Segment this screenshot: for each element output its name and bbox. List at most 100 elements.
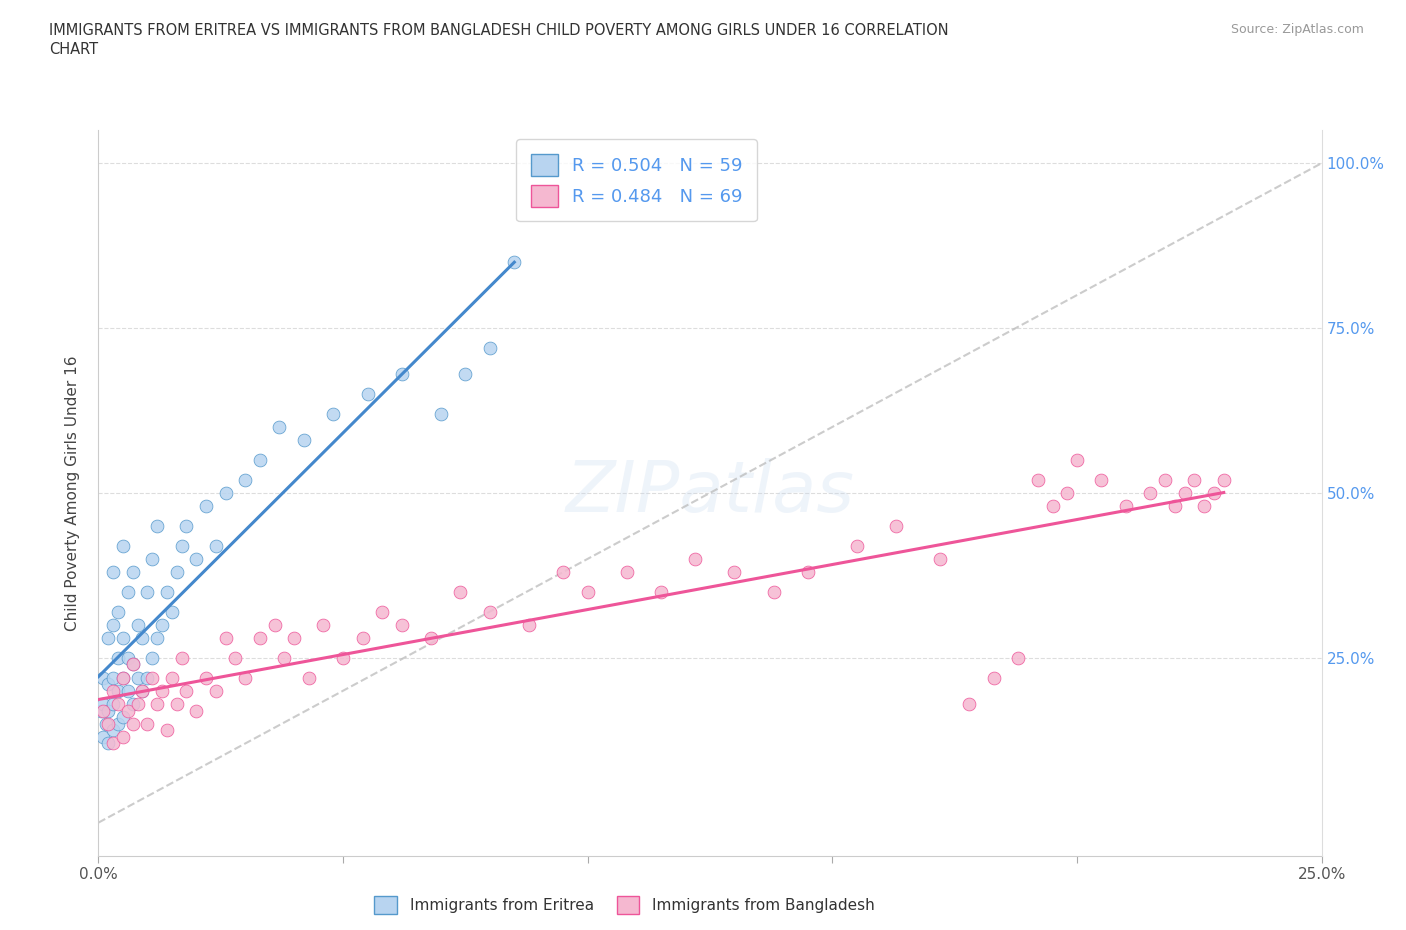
Point (233, 472, 256, 487)
Point (1202, 485, 1225, 500)
Point (929, 551, 952, 566)
Y-axis label: Child Poverty Among Girls Under 16: Child Poverty Among Girls Under 16 (65, 355, 80, 631)
Point (454, 366, 477, 381)
Point (195, 671, 218, 685)
Point (797, 565, 820, 579)
Point (141, 551, 163, 566)
Point (101, 618, 124, 632)
Point (136, 671, 159, 685)
Point (91, 697, 114, 711)
Point (107, 604, 129, 619)
Point (616, 565, 638, 579)
Text: ZIPatlas: ZIPatlas (565, 458, 855, 527)
Point (352, 631, 374, 645)
Point (117, 584, 139, 599)
Text: IMMIGRANTS FROM ERITREA VS IMMIGRANTS FROM BANGLADESH CHILD POVERTY AMONG GIRLS : IMMIGRANTS FROM ERITREA VS IMMIGRANTS FR… (49, 23, 949, 38)
Point (176, 518, 198, 533)
Point (391, 366, 413, 381)
Point (111, 671, 134, 685)
Point (146, 518, 169, 533)
Point (136, 584, 159, 599)
Point (186, 551, 208, 566)
Point (312, 618, 335, 632)
Point (1066, 453, 1088, 468)
Point (503, 255, 526, 270)
Point (170, 538, 193, 553)
Point (90, 703, 112, 718)
Point (156, 723, 179, 737)
Point (91, 671, 114, 685)
Point (111, 671, 134, 685)
Point (111, 710, 134, 724)
Point (685, 551, 707, 566)
Point (101, 565, 124, 579)
Point (576, 584, 599, 599)
Point (1164, 498, 1187, 513)
Point (97, 716, 120, 731)
Point (91, 729, 114, 744)
Point (121, 657, 143, 671)
Text: Source: ZipAtlas.com: Source: ZipAtlas.com (1230, 23, 1364, 36)
Point (107, 697, 129, 711)
Point (131, 684, 153, 698)
Point (249, 631, 271, 645)
Legend: Immigrants from Eritrea, Immigrants from Bangladesh: Immigrants from Eritrea, Immigrants from… (368, 890, 880, 921)
Point (127, 618, 149, 632)
Point (983, 671, 1005, 685)
Point (332, 650, 354, 665)
Point (97, 677, 120, 692)
Point (845, 538, 868, 553)
Point (322, 406, 344, 421)
Point (94, 716, 117, 731)
Point (121, 716, 143, 731)
Point (762, 584, 785, 599)
Point (430, 406, 453, 421)
Point (1174, 485, 1197, 500)
Point (101, 697, 124, 711)
Point (150, 618, 173, 632)
Point (233, 671, 256, 685)
Point (141, 650, 163, 665)
Point (205, 538, 228, 553)
Point (146, 631, 169, 645)
Point (391, 618, 413, 632)
Point (214, 485, 236, 500)
Point (553, 565, 575, 579)
Point (97, 736, 120, 751)
Point (1184, 472, 1206, 487)
Point (186, 703, 208, 718)
Text: CHART: CHART (49, 42, 98, 57)
Point (111, 631, 134, 645)
Point (371, 604, 394, 619)
Point (957, 697, 980, 711)
Point (884, 518, 907, 533)
Point (170, 650, 193, 665)
Point (292, 432, 315, 447)
Point (121, 697, 143, 711)
Point (1007, 650, 1029, 665)
Point (1115, 498, 1137, 513)
Point (127, 671, 149, 685)
Point (160, 604, 183, 619)
Point (117, 703, 139, 718)
Point (136, 716, 159, 731)
Point (101, 671, 124, 685)
Point (298, 671, 321, 685)
Point (1056, 485, 1078, 500)
Point (263, 618, 285, 632)
Point (101, 723, 124, 737)
Point (176, 684, 198, 698)
Point (111, 538, 134, 553)
Point (224, 650, 246, 665)
Point (195, 498, 218, 513)
Point (517, 618, 540, 632)
Point (91, 703, 114, 718)
Point (141, 671, 163, 685)
Point (127, 697, 149, 711)
Point (156, 584, 179, 599)
Point (101, 736, 124, 751)
Point (205, 684, 228, 698)
Point (1212, 472, 1234, 487)
Point (107, 650, 129, 665)
Point (131, 684, 153, 698)
